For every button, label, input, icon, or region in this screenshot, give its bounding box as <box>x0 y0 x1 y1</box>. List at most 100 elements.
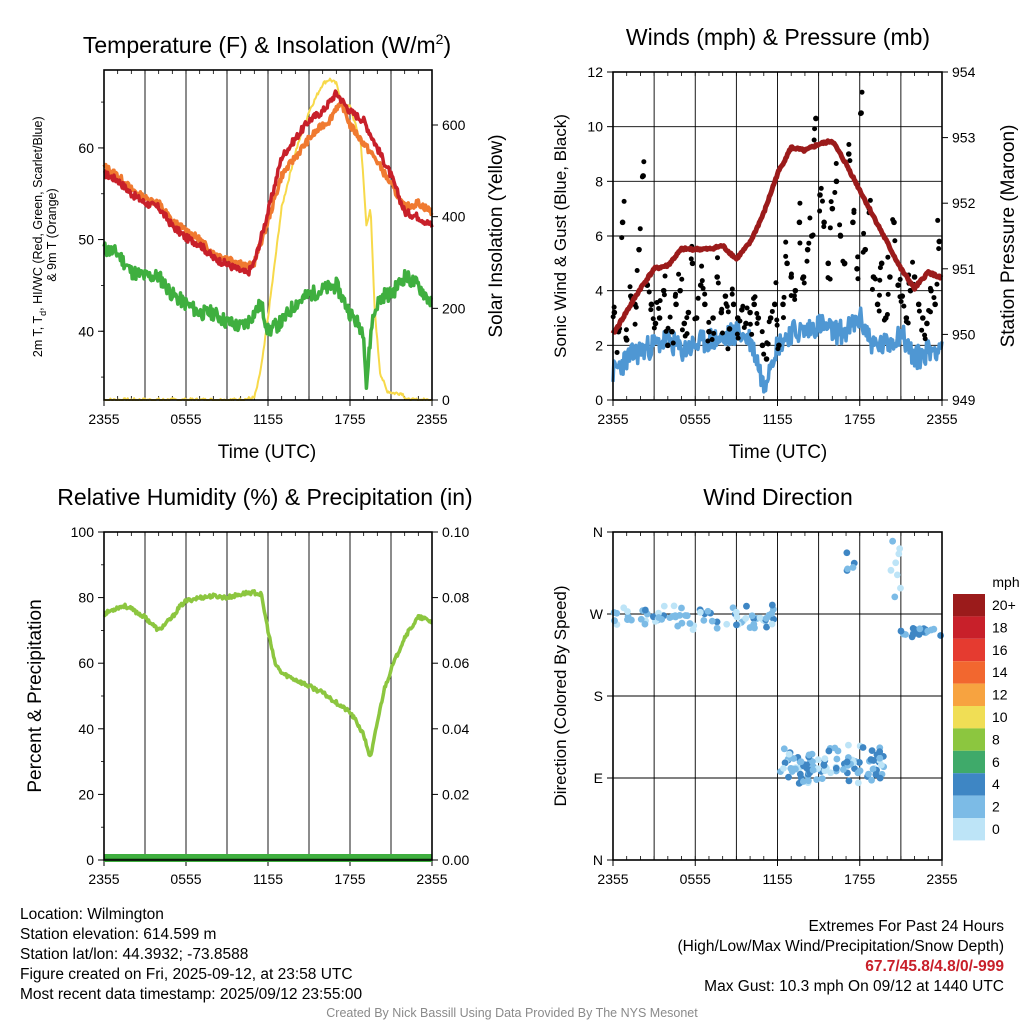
gust-point <box>801 280 807 286</box>
legend-swatch <box>953 706 985 729</box>
direction-point <box>696 608 704 616</box>
gust-point <box>927 285 933 291</box>
legend-swatch <box>953 638 985 662</box>
x-tick-label: 2355 <box>597 411 628 427</box>
direction-point <box>732 608 740 616</box>
gust-point <box>829 205 836 212</box>
direction-point <box>751 624 758 632</box>
gust-point <box>663 328 669 334</box>
gust-point <box>812 126 818 132</box>
direction-point <box>704 607 712 615</box>
direction-point <box>868 776 875 784</box>
y2-tick-label: 0 <box>442 392 450 408</box>
y2-tick-label: 200 <box>442 300 466 316</box>
speed-legend: mph 20+ 18 16 14 12 10 8 6 4 2 0 <box>953 574 1020 841</box>
direction-point <box>877 761 885 769</box>
direction-point <box>854 769 862 777</box>
extremes-info: Extremes For Past 24 Hours (High/Low/Max… <box>678 917 1005 997</box>
direction-point <box>827 769 835 777</box>
gust-point <box>845 151 852 157</box>
gust-point <box>676 271 682 277</box>
elevation-text: Station elevation: 614.599 m <box>20 926 217 943</box>
plot-border <box>103 531 433 861</box>
dewpoint-line <box>102 241 433 391</box>
direction-point <box>869 765 877 773</box>
direction-point <box>843 549 851 557</box>
direction-point <box>897 627 905 635</box>
direction-point <box>762 615 770 622</box>
gust-point <box>646 289 652 295</box>
legend-swatch <box>953 750 985 774</box>
gust-point <box>714 255 720 261</box>
gust-point <box>903 315 910 321</box>
gust-point <box>877 265 883 271</box>
direction-point <box>780 745 788 753</box>
gust-point <box>669 328 675 335</box>
direction-point <box>768 620 776 628</box>
x-tick-label: 1155 <box>762 411 792 427</box>
legend-title: mph <box>992 574 1019 590</box>
gust-point <box>903 319 909 325</box>
gust-point <box>885 291 891 297</box>
gust-point <box>797 200 803 206</box>
direction-point <box>743 602 750 610</box>
x-tick-label: 1155 <box>253 411 283 427</box>
direction-point <box>641 620 649 628</box>
gust-point <box>781 294 787 300</box>
gust-point <box>895 282 901 289</box>
x-tick-label: 2355 <box>926 871 957 887</box>
temperature-ylabel: 2m T, Td, HI/WC (Red, Green, Scarlet/Blu… <box>31 113 59 357</box>
gust-point <box>702 291 708 297</box>
direction-point <box>785 750 793 758</box>
direction-point <box>924 627 932 635</box>
direction-point <box>916 625 924 633</box>
humidity-ylabel: Percent & Precipitation <box>25 599 46 792</box>
gust-point <box>837 232 843 238</box>
y-tick-label: 2 <box>595 337 603 353</box>
y-tick-label: 8 <box>595 173 603 189</box>
direction-point <box>678 604 685 612</box>
gust-point <box>650 316 656 322</box>
direction-point <box>660 602 668 610</box>
y-tick-label: 10 <box>587 119 603 135</box>
direction-point <box>809 758 816 766</box>
gust-point <box>861 230 867 236</box>
gust-point <box>729 291 735 297</box>
direction-point <box>843 758 851 766</box>
wind-direction-title: Wind Direction <box>703 484 853 510</box>
gust-point <box>935 217 941 223</box>
gust-point <box>677 287 683 294</box>
gust-point <box>761 351 767 357</box>
direction-point <box>611 617 618 625</box>
direction-point <box>896 545 904 553</box>
y-tick-label: 6 <box>595 228 603 244</box>
legend-label: 10 <box>992 709 1008 725</box>
gust-point <box>869 286 875 292</box>
y-tick-label: 4 <box>595 283 603 299</box>
y-tick-label: N <box>593 852 603 868</box>
direction-point <box>821 755 829 763</box>
gust-point <box>755 315 762 321</box>
gust-point <box>737 318 743 324</box>
x-tick-label: 1155 <box>253 871 283 887</box>
gust-point <box>932 301 938 308</box>
legend-label: 2 <box>992 799 1000 815</box>
gust-point <box>821 219 827 226</box>
gust-point <box>837 222 843 228</box>
y-tick-label: 60 <box>78 655 94 671</box>
direction-point <box>708 617 716 625</box>
x-tick-label: 0555 <box>170 411 201 427</box>
gust-point <box>735 335 741 341</box>
gust-point <box>855 254 861 260</box>
direction-point <box>799 778 807 785</box>
y-tick-label: E <box>594 770 603 786</box>
recent-text: Most recent data timestamp: 2025/09/12 2… <box>20 986 363 1003</box>
gust-point <box>684 331 690 337</box>
x-tick-label: 2355 <box>416 871 447 887</box>
gust-point <box>725 309 731 315</box>
gust-point <box>661 292 667 298</box>
gust-point <box>709 337 715 343</box>
gust-point <box>847 158 853 164</box>
y2-tick-label: 0.02 <box>442 786 469 802</box>
